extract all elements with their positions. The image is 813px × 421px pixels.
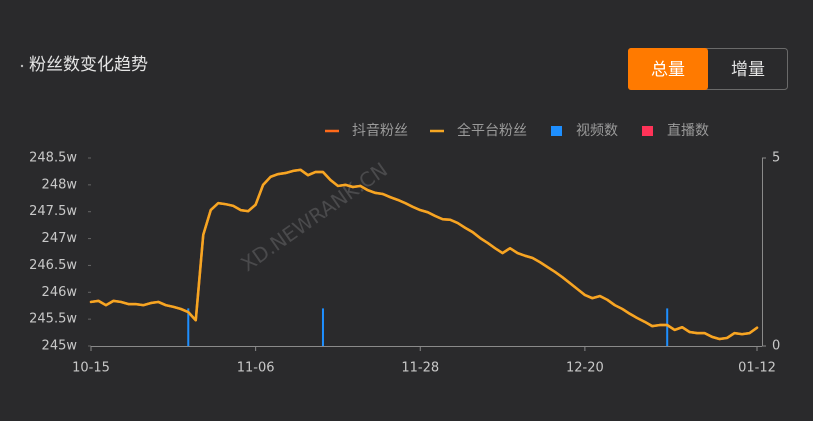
x-tick-label: 11-06 [237,361,275,376]
legend-marker [551,126,562,136]
legend-text: 直播数 [667,122,709,139]
tab-active-bg[interactable] [628,48,708,90]
bar [187,308,190,346]
y-tick-label: 248.5w [29,151,77,166]
title-dot [20,64,24,68]
y2-tick-label: 0 [772,339,780,354]
x-tick-label: 11-28 [401,361,439,376]
x-tick-label: 10-15 [72,361,110,376]
legend-marker [642,126,653,136]
y-tick-label: 246w [42,285,78,300]
legend-text: 视频数 [576,123,618,139]
y-tick-label: 246.5w [29,258,77,273]
tab[interactable]: 增量 [731,60,765,80]
watermark: XD.NEWRANK.CN [236,157,391,276]
y-tick-label: 248w [42,177,78,192]
x-tick-label: 12-20 [566,361,604,376]
y-tick-label: 247.5w [29,204,77,219]
chart-title: 粉丝数变化趋势 [29,55,148,75]
y-tick-label: 245w [42,339,78,354]
line [89,168,759,341]
tab[interactable]: 总量 [651,60,685,80]
bar [666,308,669,346]
bar [321,308,324,346]
legend-text: 抖音粉丝 [352,122,408,139]
y-tick-label: 247w [42,231,78,246]
y2-tick-label: 5 [772,151,780,166]
y-tick-label: 245.5w [29,312,77,327]
legend-text: 全平台粉丝 [457,122,527,139]
x-tick-label: 01-12 [738,361,776,376]
